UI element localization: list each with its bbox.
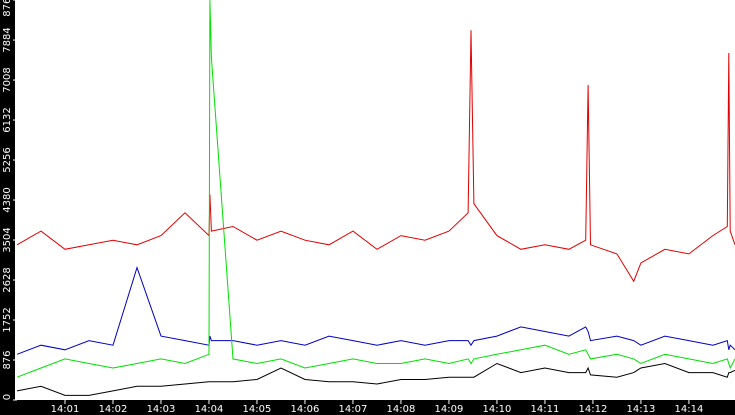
series-line — [16, 266, 735, 355]
x-tick-label: 14:12 — [579, 404, 608, 415]
x-tick-label: 14:04 — [195, 404, 224, 415]
y-tick-label: 5256 — [2, 147, 13, 172]
y-tick-label: 8761 — [2, 0, 13, 17]
y-tick-label: 2628 — [2, 267, 13, 292]
y-tick-label: 1752 — [2, 307, 13, 332]
series-line — [16, 362, 735, 396]
y-axis-strip — [0, 0, 15, 415]
x-tick-label: 14:01 — [51, 404, 80, 415]
x-tick-label: 14:08 — [387, 404, 416, 415]
x-tick-label: 14:02 — [99, 404, 128, 415]
y-tick-label: 4380 — [2, 187, 13, 212]
x-tick-label: 14:03 — [147, 404, 176, 415]
x-tick-label: 14:10 — [483, 404, 512, 415]
y-tick-label: 3504 — [2, 227, 13, 252]
y-tick-label: 7884 — [2, 27, 13, 52]
series-line — [16, 0, 735, 378]
x-tick-label: 14:07 — [339, 404, 368, 415]
x-axis-strip — [0, 400, 735, 415]
y-tick-label: 876 — [2, 350, 13, 369]
x-tick-label: 14:05 — [243, 404, 272, 415]
y-tick-label: 7008 — [2, 67, 13, 92]
x-tick-label: 14:06 — [291, 404, 320, 415]
x-tick-label: 14:13 — [627, 404, 656, 415]
x-tick-label: 14:09 — [435, 404, 464, 415]
series-line — [16, 30, 735, 283]
x-tick-label: 14:14 — [675, 404, 704, 415]
y-tick-label: 6132 — [2, 107, 13, 132]
y-tick-label: 0 — [2, 394, 13, 400]
x-tick-label: 14:11 — [531, 404, 560, 415]
